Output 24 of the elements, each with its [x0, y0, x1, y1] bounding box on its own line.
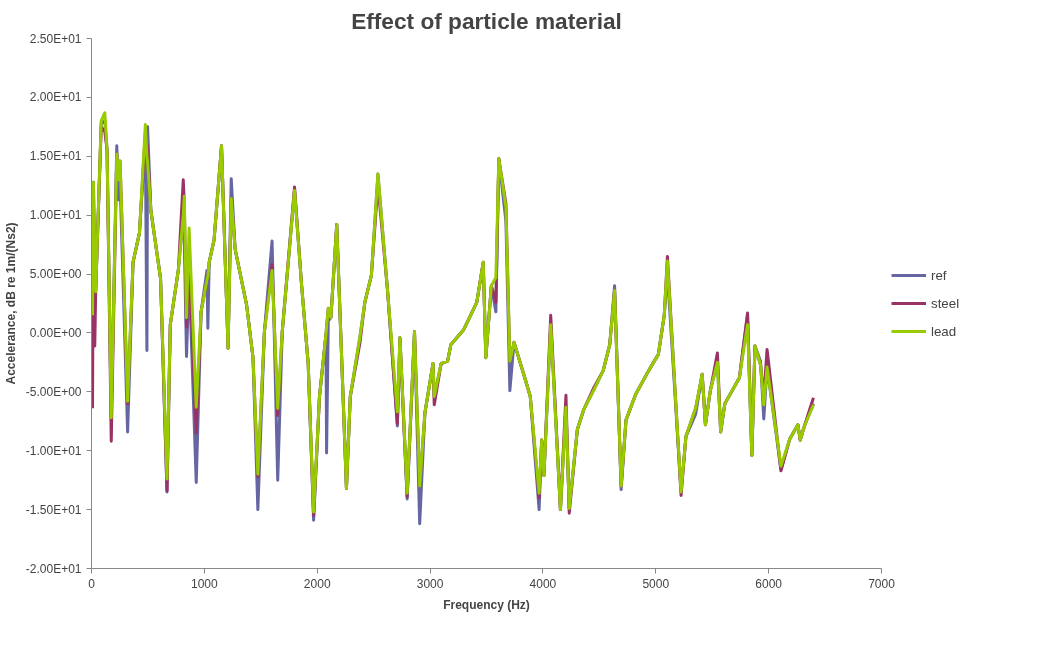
y-tick-label: 2.00E+01 [29, 90, 82, 105]
x-tick-label: 6000 [755, 576, 783, 591]
x-tick-label: 1000 [191, 576, 219, 591]
legend-label: ref [931, 267, 948, 283]
x-tick-label: 4000 [529, 576, 557, 591]
y-tick-label: 2.50E+01 [29, 31, 82, 46]
x-axis-title: Frequency (Hz) [443, 597, 530, 612]
y-tick-label: 1.00E+01 [29, 208, 82, 223]
x-tick-label: 0 [88, 576, 96, 591]
y-tick-label: -2.00E+01 [25, 561, 82, 576]
x-tick-label: 7000 [868, 576, 896, 591]
x-tick-label: 5000 [642, 576, 670, 591]
y-tick-label: 5.00E+00 [29, 267, 82, 282]
chart-title: Effect of particle material [351, 7, 622, 34]
y-tick-label: -5.00E+00 [25, 384, 82, 399]
legend-label: lead [931, 323, 957, 339]
x-tick-label: 2000 [303, 576, 331, 591]
y-tick-label: -1.00E+01 [25, 443, 82, 458]
y-tick-label: 1.50E+01 [29, 149, 82, 164]
y-tick-label: -1.50E+01 [25, 502, 82, 517]
x-tick-label: 3000 [416, 576, 444, 591]
y-tick-label: 0.00E+00 [29, 325, 82, 340]
y-axis-title: Accelerance, dB re 1m/(Ns2) [3, 222, 18, 385]
legend-label: steel [931, 295, 960, 311]
